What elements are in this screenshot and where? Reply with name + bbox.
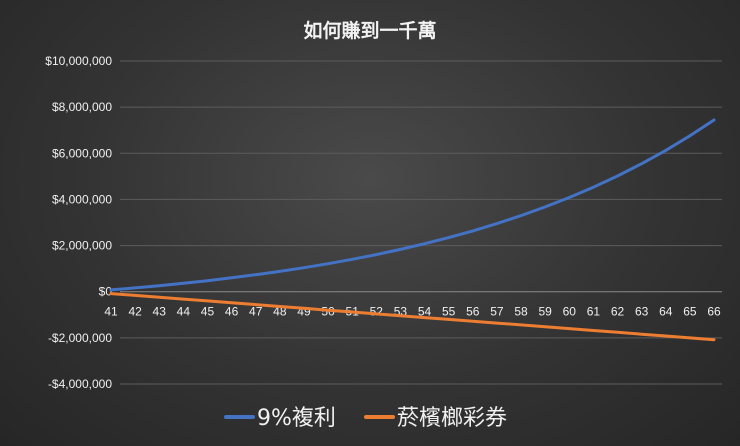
series-line-2 (109, 292, 716, 342)
y-tick-label: $8,000,000 (52, 100, 112, 114)
x-tick-label: 45 (201, 305, 215, 319)
x-tick-label: 61 (587, 305, 601, 319)
gridlines (120, 60, 722, 385)
series-lines (109, 118, 716, 342)
x-tick-label: 46 (225, 305, 239, 319)
y-tick-label: $2,000,000 (52, 239, 112, 253)
x-tick-label: 44 (177, 305, 191, 319)
x-tick-label: 66 (707, 305, 721, 319)
y-tick-label: $0 (99, 285, 113, 299)
x-axis-tick-labels: 41 42 43 44 45 46 47 48 49 50 51 52 53 54 55 56 57 58 59 60… (104, 305, 721, 319)
x-tick-label: 41 (104, 305, 118, 319)
x-tick-label: 64 (659, 305, 673, 319)
x-tick-label: 62 (611, 305, 625, 319)
y-axis-tick-labels: -$4,000,000 -$2,000,000 $0 $2,000,000 $4,000… (45, 54, 112, 391)
x-tick-label: 52 (370, 305, 384, 319)
x-tick-label: 47 (249, 305, 263, 319)
x-tick-label: 60 (563, 305, 577, 319)
x-tick-label: 58 (514, 305, 528, 319)
x-tick-label: 42 (128, 305, 142, 319)
y-tick-label: -$2,000,000 (48, 331, 112, 345)
legend: 9%複利 菸檳榔彩券 (224, 406, 507, 431)
legend-label-2: 菸檳榔彩券 (397, 406, 507, 431)
x-tick-label: 55 (442, 305, 456, 319)
y-tick-label: $6,000,000 (52, 146, 112, 160)
chart-title: 如何賺到一千萬 (303, 20, 437, 42)
y-tick-label: $10,000,000 (45, 54, 112, 68)
x-tick-label: 43 (153, 305, 167, 319)
series-line-1 (109, 118, 716, 292)
x-tick-label: 57 (490, 305, 504, 319)
y-tick-label: -$4,000,000 (48, 377, 112, 391)
x-tick-label: 56 (466, 305, 480, 319)
x-tick-label: 59 (538, 305, 552, 319)
y-tick-label: $4,000,000 (52, 192, 112, 206)
x-tick-label: 54 (418, 305, 432, 319)
legend-label-1: 9%複利 (257, 406, 336, 431)
x-tick-label: 63 (635, 305, 649, 319)
x-tick-label: 65 (683, 305, 697, 319)
